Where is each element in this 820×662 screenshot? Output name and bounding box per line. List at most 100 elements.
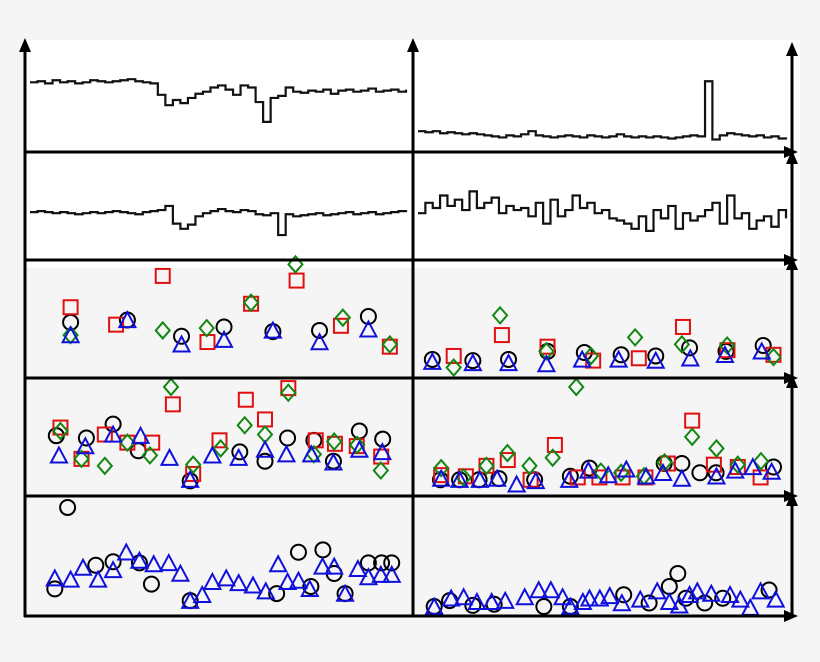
- triangle-marker: [766, 589, 786, 608]
- diamond-marker: [236, 415, 254, 435]
- circle-marker: [575, 343, 593, 361]
- triangle-marker: [371, 564, 391, 583]
- diamond-marker: [96, 456, 114, 476]
- diamond-marker: [708, 438, 725, 458]
- triangle-marker: [229, 447, 249, 466]
- circle-marker: [46, 580, 64, 598]
- triangle-marker: [358, 319, 379, 338]
- circle-marker: [681, 339, 699, 357]
- triangle-marker: [243, 575, 263, 594]
- triangle-marker: [616, 459, 636, 478]
- circle-marker: [640, 594, 658, 612]
- triangle-marker: [498, 352, 519, 372]
- triangle-marker: [481, 591, 502, 611]
- axis-arrow-up: [786, 150, 798, 164]
- triangle-marker: [680, 348, 700, 367]
- triangle-marker: [202, 445, 223, 464]
- diamond-marker: [372, 460, 390, 480]
- axis-arrow-right: [784, 146, 798, 158]
- triangle-marker: [515, 587, 535, 606]
- triangle-marker: [761, 461, 782, 480]
- triangle-marker: [372, 441, 392, 461]
- triangle-marker: [536, 354, 557, 373]
- triangle-marker: [467, 591, 487, 611]
- triangle-marker: [422, 351, 443, 370]
- circle-marker: [173, 327, 191, 345]
- circle-marker: [59, 498, 77, 516]
- square-marker: [164, 396, 181, 413]
- diamond-marker: [242, 293, 260, 313]
- triangle-marker: [578, 460, 599, 479]
- triangle-marker: [669, 595, 689, 614]
- square-marker: [280, 380, 297, 397]
- diamond-marker: [499, 443, 516, 463]
- circle-marker: [87, 556, 105, 574]
- triangle-marker: [552, 587, 573, 606]
- diamond-marker: [325, 431, 343, 451]
- triangle-marker: [170, 563, 191, 582]
- panel-row4-right: [431, 377, 782, 493]
- circle-marker: [302, 578, 320, 595]
- diamond-marker: [718, 336, 736, 356]
- square-marker: [257, 411, 273, 428]
- diamond-marker: [73, 449, 90, 469]
- circle-marker: [535, 598, 553, 616]
- panel-row3-left: [60, 254, 399, 355]
- triangle-marker: [60, 325, 81, 344]
- square-marker: [108, 316, 125, 333]
- panel-row5-right: [424, 565, 786, 616]
- diamond-marker: [491, 305, 509, 325]
- diamond-marker: [432, 458, 450, 478]
- triangle-marker: [171, 334, 192, 353]
- square-marker: [288, 272, 305, 289]
- circle-marker: [669, 565, 687, 583]
- triangle-marker: [159, 447, 180, 466]
- triangle-marker: [560, 596, 581, 615]
- diamond-marker: [445, 358, 463, 378]
- triangle-marker: [441, 588, 461, 607]
- square-marker: [211, 432, 228, 449]
- triangle-marker: [256, 581, 276, 600]
- circle-marker: [104, 415, 122, 433]
- triangle-marker: [103, 560, 123, 579]
- diamond-marker: [381, 334, 399, 354]
- triangle-marker: [449, 469, 470, 488]
- axis-arrow-up: [19, 38, 31, 52]
- triangle-marker: [679, 584, 700, 603]
- triangle-marker: [349, 439, 370, 458]
- square-marker: [332, 317, 349, 334]
- triangle-marker: [720, 584, 740, 603]
- triangle-marker: [229, 573, 249, 592]
- circle-marker: [279, 429, 297, 447]
- panel-row5-left: [45, 498, 402, 610]
- triangle-marker: [382, 564, 402, 583]
- diamond-marker: [52, 421, 69, 441]
- triangle-marker: [73, 557, 93, 576]
- diamond-marker: [673, 334, 691, 354]
- triangle-marker: [312, 556, 333, 575]
- circle-marker: [256, 452, 274, 470]
- triangle-marker: [495, 590, 515, 609]
- circle-marker: [350, 422, 368, 440]
- square-marker: [62, 299, 79, 316]
- triangle-marker: [276, 444, 297, 463]
- circle-marker: [215, 318, 233, 336]
- triangle-marker: [529, 580, 549, 599]
- triangle-marker: [706, 466, 727, 485]
- triangle-marker: [263, 320, 283, 339]
- diamond-marker: [119, 433, 136, 453]
- square-marker: [674, 318, 691, 335]
- axis-arrow-right: [784, 610, 798, 622]
- triangle-marker: [323, 452, 344, 471]
- circle-marker: [268, 585, 286, 603]
- triangle-marker: [463, 352, 483, 372]
- triangle-marker: [730, 589, 751, 608]
- circle-marker: [612, 346, 630, 364]
- triangle-marker: [216, 568, 236, 587]
- square-marker: [659, 455, 676, 472]
- triangle-marker: [600, 585, 620, 605]
- trace-line: [30, 78, 408, 123]
- triangle-marker: [506, 474, 527, 493]
- square-marker: [719, 342, 736, 359]
